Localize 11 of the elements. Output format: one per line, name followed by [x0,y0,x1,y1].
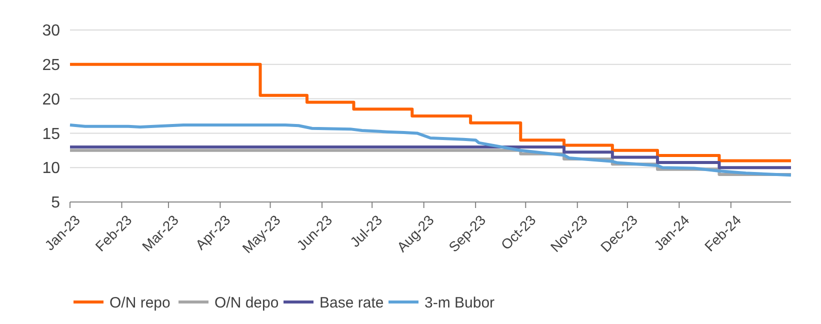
y-tick-label: 5 [51,194,60,212]
line-series [68,123,792,177]
legend-label: O/N depo [214,294,279,312]
legend-label: 3-m Bubor [424,294,495,312]
y-tick-label: 25 [42,57,60,74]
y-tick-label: 10 [42,160,60,178]
y-tick-label: 20 [42,91,60,108]
y-tick-label: 15 [42,126,60,143]
legend-label: O/N repo [110,294,170,312]
y-tick-label: 30 [42,22,60,40]
legend-label: Base rate [320,294,384,312]
